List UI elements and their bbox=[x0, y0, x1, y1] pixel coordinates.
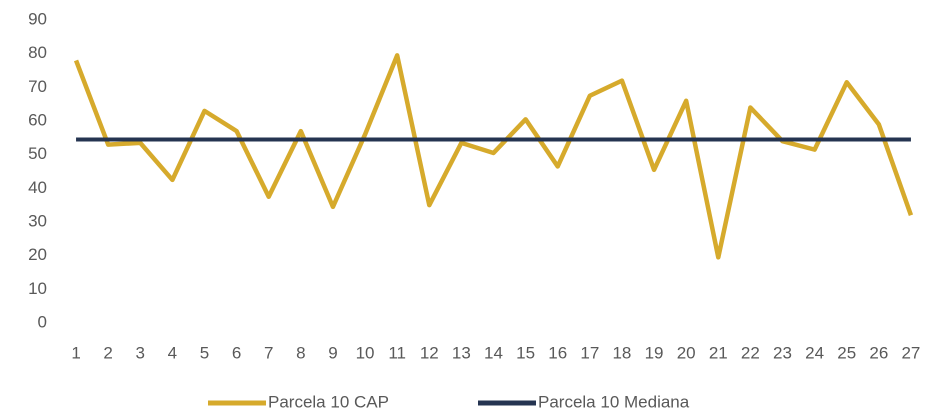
x-tick-label: 13 bbox=[452, 343, 471, 362]
x-tick-label: 22 bbox=[741, 343, 760, 362]
legend-label: Parcela 10 Mediana bbox=[538, 392, 690, 411]
x-tick-label: 14 bbox=[484, 343, 503, 362]
x-tick-label: 24 bbox=[805, 343, 824, 362]
x-tick-label: 16 bbox=[548, 343, 567, 362]
x-tick-label: 23 bbox=[773, 343, 792, 362]
x-tick-label: 12 bbox=[420, 343, 439, 362]
x-tick-label: 6 bbox=[232, 343, 241, 362]
y-tick-label: 0 bbox=[38, 312, 47, 331]
x-tick-label: 7 bbox=[264, 343, 273, 362]
legend-label: Parcela 10 CAP bbox=[268, 392, 389, 411]
x-tick-label: 27 bbox=[901, 343, 920, 362]
x-tick-label: 4 bbox=[168, 343, 177, 362]
y-tick-label: 70 bbox=[28, 77, 47, 96]
x-tick-label: 19 bbox=[645, 343, 664, 362]
x-tick-label: 17 bbox=[580, 343, 599, 362]
x-tick-label: 5 bbox=[200, 343, 209, 362]
x-tick-label: 2 bbox=[103, 343, 112, 362]
y-tick-label: 30 bbox=[28, 211, 47, 230]
y-tick-label: 90 bbox=[28, 9, 47, 28]
x-tick-label: 21 bbox=[709, 343, 728, 362]
y-tick-label: 20 bbox=[28, 245, 47, 264]
x-tick-label: 20 bbox=[677, 343, 696, 362]
x-tick-label: 10 bbox=[356, 343, 375, 362]
x-tick-label: 8 bbox=[296, 343, 305, 362]
y-tick-label: 40 bbox=[28, 178, 47, 197]
series-line bbox=[73, 53, 914, 260]
x-tick-label: 1 bbox=[71, 343, 80, 362]
x-tick-label: 11 bbox=[388, 343, 406, 362]
x-tick-label: 15 bbox=[516, 343, 535, 362]
y-tick-label: 80 bbox=[28, 43, 47, 62]
x-tick-label: 18 bbox=[612, 343, 631, 362]
x-tick-label: 3 bbox=[136, 343, 145, 362]
y-tick-label: 60 bbox=[28, 110, 47, 129]
x-tick-label: 25 bbox=[837, 343, 856, 362]
x-tick-label: 9 bbox=[328, 343, 337, 362]
y-tick-label: 50 bbox=[28, 144, 47, 163]
y-tick-label: 10 bbox=[28, 279, 47, 298]
x-tick-label: 26 bbox=[869, 343, 888, 362]
